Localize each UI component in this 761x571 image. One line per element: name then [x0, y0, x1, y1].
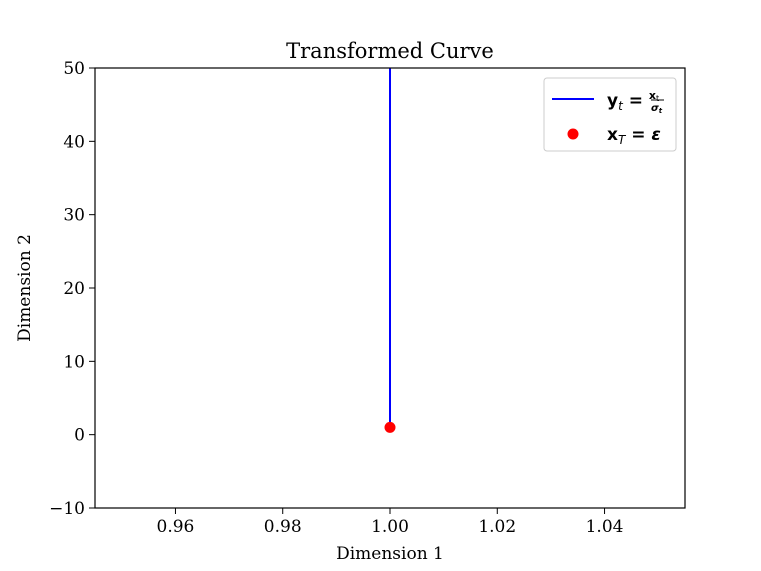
legend-fraction-denominator: σt — [651, 103, 663, 115]
y-tick-label: 50 — [63, 59, 85, 79]
y-axis-ticks: −10 0 10 20 30 40 50 — [49, 59, 95, 519]
x-axis-label: Dimension 1 — [336, 544, 444, 564]
x-tick-label: 1.00 — [371, 517, 409, 537]
x-tick-label: 0.96 — [157, 517, 195, 537]
scatter-point — [384, 421, 396, 433]
x-tick-label: 0.98 — [264, 517, 302, 537]
chart-title: Transformed Curve — [286, 39, 494, 63]
y-tick-label: 10 — [63, 352, 85, 372]
y-tick-label: 20 — [63, 279, 85, 299]
y-axis-label: Dimension 2 — [15, 234, 35, 342]
y-tick-label: 30 — [63, 206, 85, 226]
legend-marker-swatch — [567, 128, 579, 140]
y-tick-label: 0 — [74, 426, 85, 446]
legend-label-line: yt = xt — [607, 89, 659, 113]
x-axis-ticks: 0.96 0.98 1.00 1.02 1.04 — [157, 508, 624, 537]
legend-label-point: xT = ε — [607, 125, 661, 147]
y-tick-label: 40 — [63, 132, 85, 152]
x-tick-label: 1.04 — [586, 517, 624, 537]
x-tick-label: 1.02 — [478, 517, 516, 537]
y-tick-label: −10 — [49, 499, 85, 519]
legend: yt = xt σt xT = ε — [543, 77, 677, 152]
